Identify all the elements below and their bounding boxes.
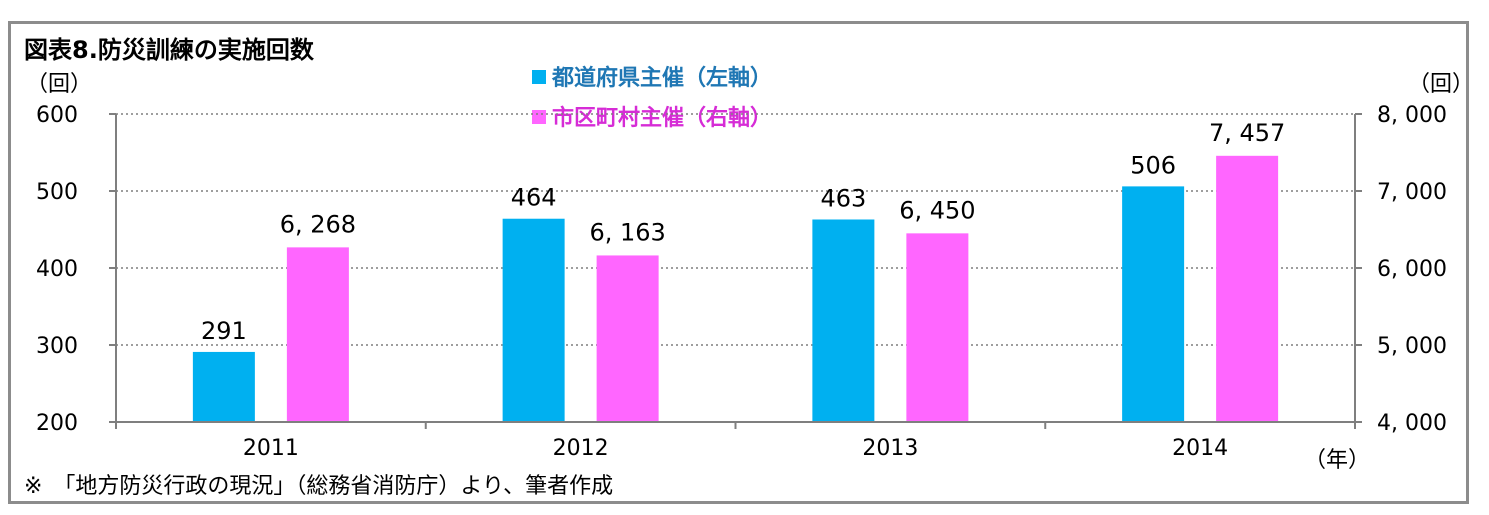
y-left-tick-label: 400 bbox=[36, 257, 78, 282]
x-tick-label: 2014 bbox=[1172, 436, 1228, 461]
left-axis-unit: （回） bbox=[26, 72, 93, 97]
data-label-municipality: 6, 163 bbox=[589, 218, 665, 246]
y-right-tick-label: 4, 000 bbox=[1377, 411, 1447, 436]
data-label-prefecture: 464 bbox=[511, 184, 557, 212]
x-tick-label: 2013 bbox=[862, 436, 918, 461]
y-right-tick-label: 6, 000 bbox=[1377, 257, 1447, 282]
chart-title: 図表8.防災訓練の実施回数 bbox=[24, 36, 314, 64]
y-right-tick-label: 8, 000 bbox=[1377, 103, 1447, 128]
legend-item-municipality: 市区町村主催（右軸） bbox=[532, 100, 772, 132]
bar-prefecture bbox=[502, 218, 565, 422]
source-note: ※ 「地方防災行政の現況」（総務省消防庁）より、筆者作成 bbox=[24, 474, 614, 499]
y-left-tick-label: 500 bbox=[36, 180, 78, 205]
data-label-prefecture: 463 bbox=[820, 184, 866, 212]
data-label-municipality: 6, 450 bbox=[899, 196, 975, 224]
data-label-municipality: 6, 268 bbox=[280, 210, 356, 238]
chart-frame bbox=[8, 21, 1469, 504]
bar-prefecture bbox=[812, 219, 875, 422]
y-left-tick-label: 600 bbox=[36, 103, 78, 128]
x-tick-label: 2012 bbox=[553, 436, 609, 461]
legend-label-prefecture: 都道府県主催（左軸） bbox=[552, 66, 773, 91]
bar-municipality bbox=[286, 247, 349, 422]
bar-municipality bbox=[1216, 155, 1279, 422]
data-label-prefecture: 506 bbox=[1130, 151, 1176, 179]
data-label-prefecture: 291 bbox=[201, 317, 247, 345]
legend-label-municipality: 市区町村主催（右軸） bbox=[552, 106, 773, 131]
bar-municipality bbox=[906, 233, 969, 422]
legend-swatch-prefecture bbox=[532, 70, 546, 84]
data-label-municipality: 7, 457 bbox=[1209, 119, 1285, 147]
bar-prefecture bbox=[1122, 186, 1185, 422]
x-tick-label: 2011 bbox=[243, 436, 299, 461]
bar-municipality bbox=[596, 255, 659, 422]
right-axis-unit: （回） bbox=[1408, 72, 1475, 97]
y-right-tick-label: 5, 000 bbox=[1377, 334, 1447, 359]
y-right-tick-label: 7, 000 bbox=[1377, 180, 1447, 205]
bar-prefecture bbox=[192, 351, 255, 422]
legend-item-prefecture: 都道府県主催（左軸） bbox=[532, 60, 772, 92]
y-left-tick-label: 200 bbox=[36, 411, 78, 436]
y-left-tick-label: 300 bbox=[36, 334, 78, 359]
x-axis-unit: （年） bbox=[1304, 448, 1371, 473]
